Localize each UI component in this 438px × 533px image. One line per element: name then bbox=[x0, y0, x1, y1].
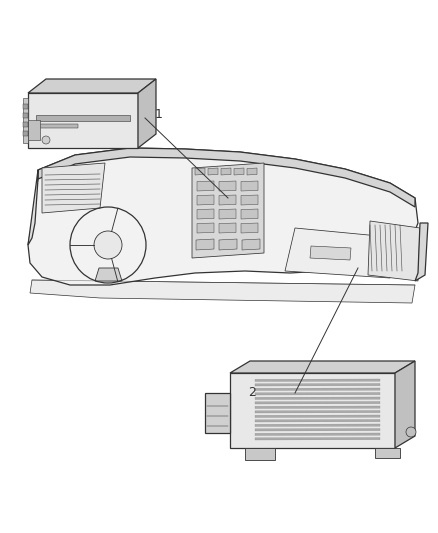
Bar bbox=[23, 131, 28, 136]
Bar bbox=[23, 104, 28, 109]
Polygon shape bbox=[36, 124, 78, 128]
Polygon shape bbox=[395, 361, 415, 448]
Polygon shape bbox=[375, 448, 400, 458]
Polygon shape bbox=[30, 280, 415, 303]
Polygon shape bbox=[28, 170, 38, 245]
Polygon shape bbox=[196, 239, 214, 250]
Polygon shape bbox=[255, 438, 380, 440]
Polygon shape bbox=[219, 195, 236, 205]
Polygon shape bbox=[36, 115, 130, 121]
Circle shape bbox=[94, 231, 122, 259]
Polygon shape bbox=[42, 163, 105, 213]
Circle shape bbox=[406, 427, 416, 437]
Polygon shape bbox=[255, 397, 380, 400]
Polygon shape bbox=[241, 195, 258, 205]
Polygon shape bbox=[195, 168, 205, 175]
Polygon shape bbox=[205, 393, 230, 433]
Polygon shape bbox=[255, 410, 380, 413]
Polygon shape bbox=[255, 384, 380, 386]
Text: 1: 1 bbox=[155, 109, 163, 122]
Polygon shape bbox=[219, 223, 236, 233]
Polygon shape bbox=[219, 239, 237, 250]
Polygon shape bbox=[28, 79, 156, 93]
Polygon shape bbox=[28, 120, 40, 140]
Polygon shape bbox=[138, 79, 156, 148]
Bar bbox=[23, 122, 28, 127]
Polygon shape bbox=[197, 181, 214, 191]
Polygon shape bbox=[255, 379, 380, 382]
Polygon shape bbox=[219, 209, 236, 219]
Circle shape bbox=[42, 136, 50, 144]
Polygon shape bbox=[241, 223, 258, 233]
Polygon shape bbox=[255, 424, 380, 426]
Polygon shape bbox=[255, 406, 380, 408]
Bar bbox=[23, 113, 28, 118]
Polygon shape bbox=[247, 168, 257, 175]
Polygon shape bbox=[230, 361, 415, 373]
Polygon shape bbox=[310, 246, 351, 260]
Polygon shape bbox=[255, 392, 380, 395]
Polygon shape bbox=[28, 148, 418, 285]
Polygon shape bbox=[192, 163, 264, 258]
Polygon shape bbox=[368, 221, 420, 281]
Polygon shape bbox=[255, 415, 380, 417]
Polygon shape bbox=[415, 223, 428, 281]
Polygon shape bbox=[230, 373, 395, 448]
Polygon shape bbox=[219, 181, 236, 191]
Polygon shape bbox=[255, 419, 380, 422]
Polygon shape bbox=[95, 268, 122, 281]
Polygon shape bbox=[38, 148, 415, 207]
Polygon shape bbox=[255, 433, 380, 435]
Polygon shape bbox=[221, 168, 231, 175]
Polygon shape bbox=[234, 168, 244, 175]
Polygon shape bbox=[241, 209, 258, 219]
Polygon shape bbox=[197, 223, 214, 233]
Polygon shape bbox=[197, 209, 214, 219]
Polygon shape bbox=[241, 181, 258, 191]
Text: 2: 2 bbox=[248, 386, 256, 400]
Polygon shape bbox=[28, 93, 138, 148]
Polygon shape bbox=[197, 195, 214, 205]
Polygon shape bbox=[242, 239, 260, 250]
Polygon shape bbox=[255, 388, 380, 391]
Polygon shape bbox=[285, 228, 400, 278]
Polygon shape bbox=[245, 448, 275, 460]
Polygon shape bbox=[255, 401, 380, 404]
Polygon shape bbox=[255, 429, 380, 431]
Polygon shape bbox=[208, 168, 218, 175]
Polygon shape bbox=[23, 98, 28, 143]
